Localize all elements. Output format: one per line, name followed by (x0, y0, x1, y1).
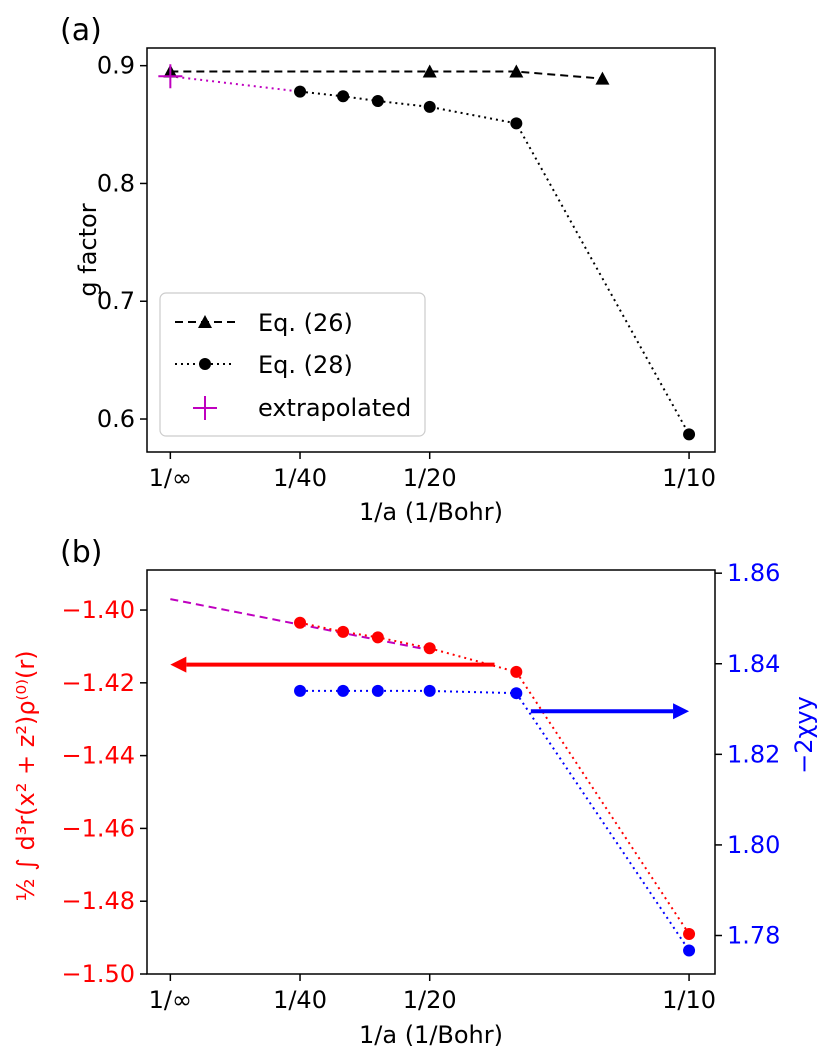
legend-circle-marker (199, 358, 211, 370)
right-y-tick-label: 1.84 (727, 650, 780, 678)
circle-point (510, 117, 523, 130)
panel-b-series (294, 616, 696, 957)
panel-b-right-ylabel: −2χyy (790, 696, 818, 774)
left-circle-point (337, 625, 350, 638)
panel-a-ylabel: g factor (74, 203, 102, 296)
left-y-tick-label: −1.48 (61, 887, 135, 915)
left-axis-arrow-head (170, 656, 187, 673)
legend-label: extrapolated (258, 394, 411, 422)
right-circle-point (337, 684, 350, 697)
triangle-point (595, 71, 610, 85)
panel-b: (b) 1/∞ 1/40 1/20 1/10 −1.50 −1.48 −1.46 −1.44… (12, 535, 818, 1049)
y-tick-label: 0.9 (97, 52, 135, 80)
panel-a-series (158, 64, 696, 441)
panel-b-left-axis: −1.50 −1.48 −1.46 −1.44 −1.42 −1.40 (61, 596, 147, 988)
legend-entry-eq26: Eq. (26) (175, 309, 353, 337)
right-y-tick-label: 1.78 (727, 922, 780, 950)
left-y-tick-label: −1.40 (61, 596, 135, 624)
legend-label: Eq. (26) (258, 309, 353, 337)
left-y-tick-label: −1.44 (61, 742, 135, 770)
circle-point (423, 100, 436, 113)
series-line (170, 70, 603, 80)
panel-b-label: (b) (60, 535, 102, 570)
right-series-line (300, 689, 690, 952)
right-circle-point (371, 684, 384, 697)
y-tick-label: 0.8 (97, 169, 135, 197)
right-y-tick-label: 1.80 (727, 831, 780, 859)
legend-frame (159, 292, 426, 437)
x-tick-label: 1/∞ (149, 986, 192, 1014)
circle-point (337, 90, 350, 103)
triangle-point (509, 64, 524, 78)
y-tick-label: 0.7 (97, 287, 135, 315)
right-circle-point (423, 684, 436, 697)
x-tick-label: 1/10 (662, 464, 716, 492)
panel-b-arrows (170, 656, 690, 720)
x-tick-label: 1/20 (403, 986, 457, 1014)
right-y-tick-label: 1.82 (727, 740, 780, 768)
circle-point (683, 428, 696, 441)
panel-b-right-axis: 1.78 1.80 1.82 1.84 1.86 (715, 559, 780, 950)
legend: Eq. (26) Eq. (28) extrapolated (159, 292, 426, 437)
left-y-tick-label: −1.50 (61, 960, 135, 988)
left-circle-point (423, 642, 436, 655)
panel-a-y-axis: 0.6 0.7 0.8 0.9 (97, 52, 147, 433)
x-tick-label: 1/20 (403, 464, 457, 492)
right-axis-arrow-head (673, 703, 690, 720)
panel-b-xlabel: 1/a (1/Bohr) (359, 1021, 503, 1049)
panel-b-frame (146, 569, 716, 975)
panel-a-fit (170, 75, 301, 93)
left-y-tick-label: −1.42 (61, 669, 135, 697)
panel-a: (a) 1/∞ 1/40 1/20 1/10 0.6 0.7 0.8 0.9 1/a (1/… (60, 13, 716, 526)
x-tick-label: 1/10 (662, 986, 716, 1014)
left-circle-point (294, 616, 307, 629)
x-tick-label: 1/40 (273, 986, 327, 1014)
left-y-tick-label: −1.46 (61, 814, 135, 842)
circle-point (294, 85, 307, 98)
left-series-line (299, 621, 690, 935)
panel-b-left-ylabel: ½ ∫ d³r(x² + z²)ρ⁽⁰⁾(r) (12, 650, 40, 901)
legend-label: Eq. (28) (258, 351, 353, 379)
right-y-tick-label: 1.86 (727, 559, 780, 587)
extrapolation-line (170, 75, 301, 93)
left-circle-point (510, 665, 523, 678)
legend-entry-eq28: Eq. (28) (175, 351, 353, 379)
y-tick-label: 0.6 (97, 405, 135, 433)
panel-a-frame (146, 47, 716, 453)
circle-point (371, 95, 384, 108)
legend-triangle-marker (198, 315, 212, 328)
right-circle-point (510, 687, 523, 700)
right-circle-point (683, 944, 696, 957)
panel-a-label: (a) (60, 13, 102, 48)
left-circle-point (371, 631, 384, 644)
right-circle-point (294, 684, 307, 697)
left-circle-point (683, 927, 696, 940)
legend-entry-extrapolated: extrapolated (193, 394, 411, 422)
panel-a-x-axis: 1/∞ 1/40 1/20 1/10 (149, 452, 716, 492)
panel-b-x-axis: 1/∞ 1/40 1/20 1/10 (149, 974, 716, 1014)
series-line (299, 90, 690, 435)
triangle-point (422, 64, 437, 78)
panel-a-xlabel: 1/a (1/Bohr) (359, 498, 503, 526)
x-tick-label: 1/∞ (149, 464, 192, 492)
x-tick-label: 1/40 (273, 464, 327, 492)
